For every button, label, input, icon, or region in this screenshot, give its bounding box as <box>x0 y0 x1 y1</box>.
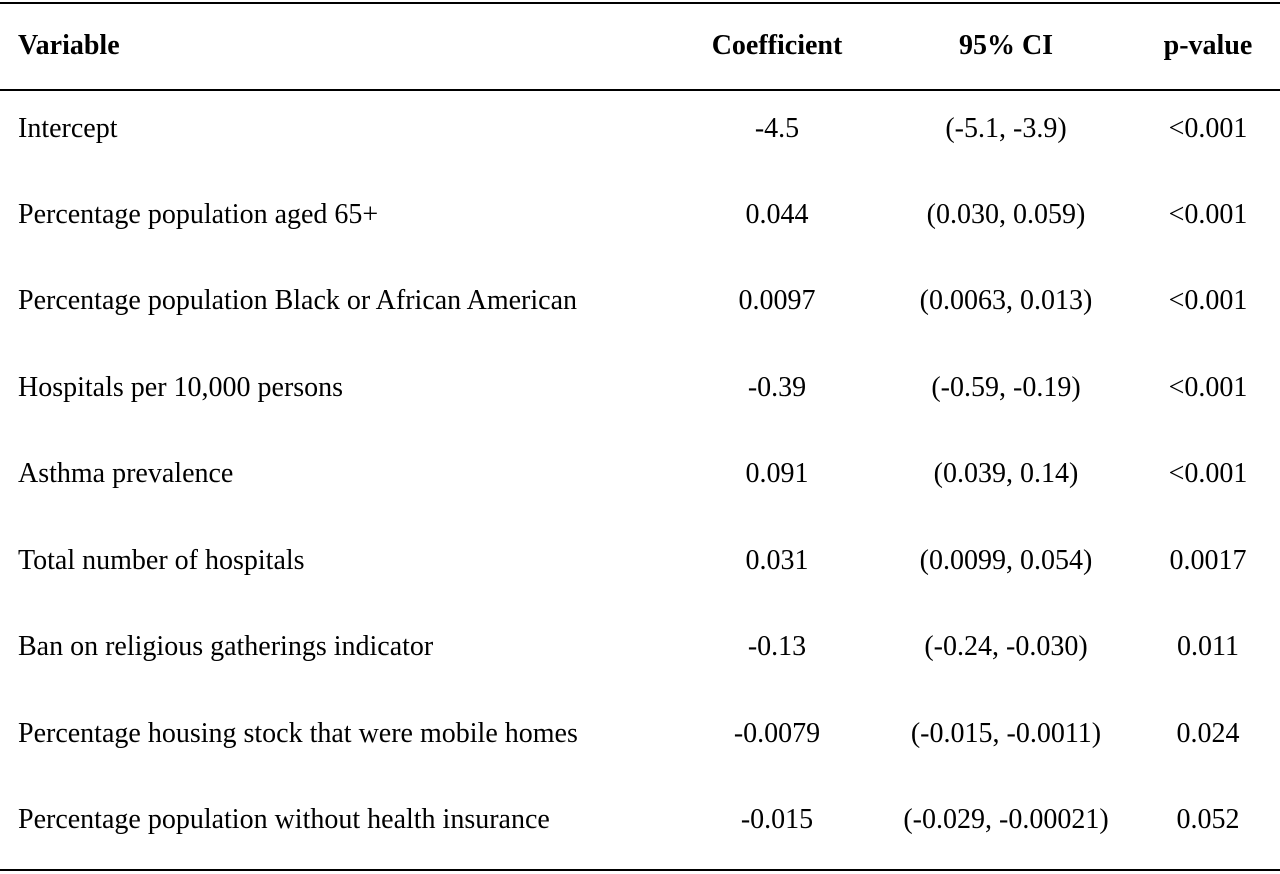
row-ci: (-0.029, -0.00021) <box>903 804 1109 836</box>
row-coefficient: 0.044 <box>745 199 809 231</box>
row-ci: (0.0063, 0.013) <box>919 285 1093 317</box>
row-variable: Asthma prevalence <box>18 458 234 490</box>
header-variable: Variable <box>18 30 120 61</box>
row-pvalue: 0.024 <box>1176 718 1240 750</box>
row-pvalue: <0.001 <box>1168 113 1248 145</box>
table-row: Percentage population aged 65+ 0.044 (0.… <box>0 172 1280 259</box>
header-pvalue: p-value <box>1163 30 1253 61</box>
row-coefficient: -0.39 <box>747 372 807 404</box>
row-pvalue: <0.001 <box>1168 199 1248 231</box>
row-ci: (-0.59, -0.19) <box>931 372 1081 404</box>
row-ci: (-5.1, -3.9) <box>945 113 1067 145</box>
table-bottom-rule <box>0 869 1280 871</box>
table-row: Percentage housing stock that were mobil… <box>0 691 1280 778</box>
row-coefficient: -0.13 <box>747 631 807 663</box>
row-coefficient: 0.031 <box>745 545 809 577</box>
row-pvalue: 0.011 <box>1177 631 1239 663</box>
row-ci: (-0.015, -0.0011) <box>910 718 1102 750</box>
row-coefficient: -0.015 <box>740 804 814 836</box>
table-row: Total number of hospitals 0.031 (0.0099,… <box>0 518 1280 605</box>
row-variable: Ban on religious gatherings indicator <box>18 631 434 663</box>
row-coefficient: -4.5 <box>754 113 800 145</box>
table-row: Percentage population without health ins… <box>0 777 1280 864</box>
row-variable: Hospitals per 10,000 persons <box>18 372 344 404</box>
header-coefficient: Coefficient <box>711 30 843 61</box>
header-ci: 95% CI <box>958 30 1054 61</box>
row-variable: Percentage population aged 65+ <box>18 199 379 231</box>
row-coefficient: 0.0097 <box>738 285 816 317</box>
row-pvalue: <0.001 <box>1168 458 1248 490</box>
table-header-row: Variable Coefficient 95% CI p-value <box>0 4 1280 88</box>
row-pvalue: <0.001 <box>1168 285 1248 317</box>
table-row: Asthma prevalence 0.091 (0.039, 0.14) <0… <box>0 431 1280 518</box>
table-header-rule <box>0 89 1280 91</box>
table-row: Percentage population Black or African A… <box>0 258 1280 345</box>
row-ci: (0.039, 0.14) <box>933 458 1079 490</box>
table-row: Hospitals per 10,000 persons -0.39 (-0.5… <box>0 345 1280 432</box>
row-coefficient: 0.091 <box>745 458 809 490</box>
row-ci: (0.030, 0.059) <box>926 199 1086 231</box>
row-variable: Percentage population Black or African A… <box>18 285 578 317</box>
row-ci: (0.0099, 0.054) <box>919 545 1093 577</box>
table-row: Intercept -4.5 (-5.1, -3.9) <0.001 <box>0 86 1280 173</box>
row-ci: (-0.24, -0.030) <box>924 631 1088 663</box>
row-pvalue: 0.052 <box>1176 804 1240 836</box>
row-variable: Total number of hospitals <box>18 545 305 577</box>
row-pvalue: <0.001 <box>1168 372 1248 404</box>
row-coefficient: -0.0079 <box>733 718 821 750</box>
row-variable: Percentage housing stock that were mobil… <box>18 718 578 750</box>
table-row: Ban on religious gatherings indicator -0… <box>0 604 1280 691</box>
row-pvalue: 0.0017 <box>1169 545 1247 577</box>
row-variable: Intercept <box>18 113 118 145</box>
table-top-rule <box>0 2 1280 4</box>
row-variable: Percentage population without health ins… <box>18 804 550 836</box>
